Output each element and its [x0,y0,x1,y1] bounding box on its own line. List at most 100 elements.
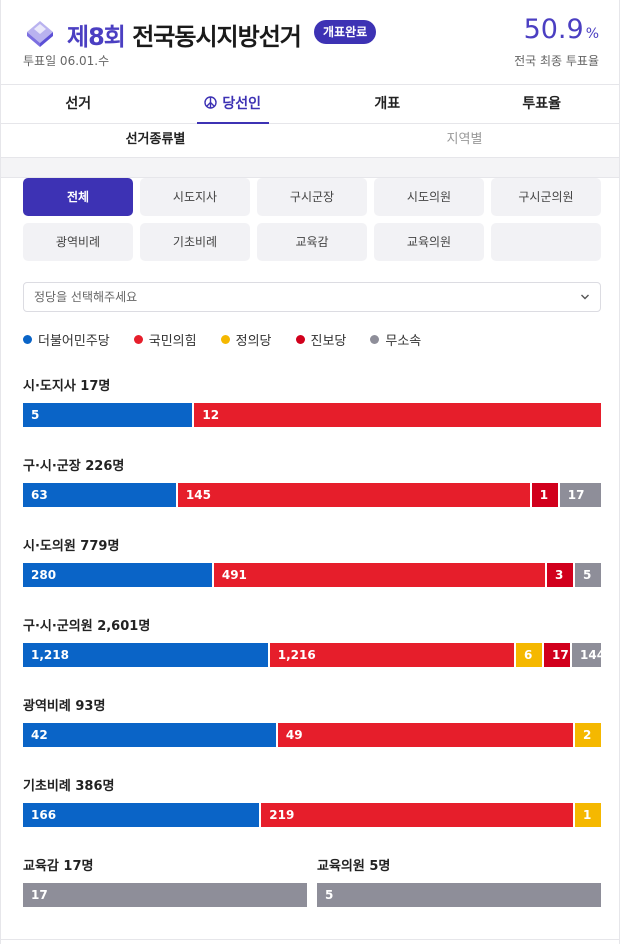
bar-segment[interactable]: 5 [317,883,601,907]
election-type-filters: 전체 시도지사 구시군장 시도의원 구시군의원 광역비례 기초비례 교육감 교육… [23,178,601,261]
tab-turnout[interactable]: 투표율 [465,85,620,123]
bar-segment[interactable]: 1 [574,803,601,827]
bar-segment[interactable]: 491 [213,563,545,587]
result-title: 구·시·군장 226명 [23,459,125,474]
main-tabs: 선거 당선인 개표 투표율 [1,84,619,124]
ballot-logo-icon [27,21,53,47]
bar-segment[interactable]: 219 [261,803,573,827]
bar-segment[interactable]: 1,218 [23,643,268,667]
bar-segment[interactable]: 17 [559,483,601,507]
result-title: 광역비례 93명 [23,699,106,714]
bar-segment[interactable]: 42 [23,723,276,747]
legend-label: 국민의힘 [148,334,197,349]
filter-local-council[interactable]: 구시군의원 [491,178,601,216]
bar-segment[interactable]: 3 [546,563,573,587]
party-select-placeholder: 정당을 선택해주세요 [34,290,138,304]
filter-local-pr[interactable]: 기초비례 [140,223,250,261]
header: 제8회 전국동시지방선거 개표완료 투표일 06.01.수 50.9% 전국 최… [1,0,619,84]
turnout-unit: % [585,26,599,42]
bar-segment[interactable]: 1,216 [269,643,515,667]
result-block-local-council: 구·시·군의원 2,601명 1,218 1,216 6 17 144 [23,618,601,667]
filter-provincial-council[interactable]: 시도의원 [374,178,484,216]
bar-segment[interactable]: 1 [531,483,558,507]
legend-label: 진보당 [310,334,347,349]
subtab-by-type[interactable]: 선거종류별 [125,132,186,147]
bar-segment[interactable]: 6 [516,643,543,667]
bar-segment[interactable]: 63 [23,483,176,507]
peace-icon [204,96,218,109]
tab-label: 선거 [65,96,92,112]
result-bar: 63 145 1 17 [23,483,601,507]
filter-empty-slot [491,223,601,261]
result-bar: 166 219 1 [23,803,601,827]
bar-segment[interactable]: 2 [574,723,601,747]
vote-date: 투표일 06.01.수 [23,54,110,68]
result-block-governor: 시·도지사 17명 5 12 [23,378,601,427]
result-block-provincial-pr: 광역비례 93명 42 49 2 [23,698,601,747]
chevron-down-icon [581,294,589,300]
result-title: 교육감 17명 [23,859,94,874]
election-number: 제8회 [67,23,126,51]
result-block-local-pr: 기초비례 386명 166 219 1 [23,778,601,827]
party-select[interactable]: 정당을 선택해주세요 [23,282,601,312]
subtab-by-region[interactable]: 지역별 [446,132,483,147]
status-badge: 개표완료 [314,20,377,44]
result-bar: 42 49 2 [23,723,601,747]
result-title: 기초비례 386명 [23,779,115,794]
legend-dot-icon [220,335,230,344]
filter-provincial-pr[interactable]: 광역비례 [23,223,133,261]
bar-segment[interactable]: 5 [574,563,601,587]
sub-tabs: 선거종류별 지역별 [1,124,619,158]
turnout-label: 전국 최종 투표율 [514,54,599,68]
bottom-divider [1,939,619,940]
tab-label: 투표율 [522,96,562,112]
tab-election[interactable]: 선거 [1,85,156,123]
tab-label: 개표 [374,96,401,112]
party-legend: 더불어민주당 국민의힘 정의당 진보당 무소속 [23,330,445,349]
legend-label: 무소속 [385,334,422,349]
legend-item: 무소속 [370,330,421,349]
bar-segment[interactable]: 17 [23,883,307,907]
result-bar: 17 [23,883,307,907]
legend-item: 더불어민주당 [23,330,110,349]
turnout-value: 50.9% [524,14,599,45]
tab-count[interactable]: 개표 [310,85,465,123]
filter-all[interactable]: 전체 [23,178,133,216]
legend-item: 정의당 [220,330,272,349]
result-bar: 5 [317,883,601,907]
bar-segment[interactable]: 17 [544,643,571,667]
bar-segment[interactable]: 145 [177,483,530,507]
bar-segment[interactable]: 280 [23,563,212,587]
turnout-number: 50.9 [523,14,584,45]
tab-label: 당선인 [222,96,262,112]
filter-superintendent[interactable]: 교육감 [257,223,367,261]
result-title: 시·도지사 17명 [23,379,111,394]
bar-segment[interactable]: 49 [277,723,573,747]
filter-education-council[interactable]: 교육의원 [374,223,484,261]
result-block-superintendent: 교육감 17명 17 [23,858,307,907]
page-title: 제8회 전국동시지방선거 [67,17,302,52]
bar-segment[interactable]: 166 [23,803,260,827]
legend-dot-icon [295,335,305,344]
result-bar: 1,218 1,216 6 17 144 [23,643,601,667]
bar-segment[interactable]: 5 [23,403,193,427]
result-title: 교육의원 5명 [317,859,391,874]
legend-label: 정의당 [235,334,272,349]
result-block-mayor: 구·시·군장 226명 63 145 1 17 [23,458,601,507]
result-bar: 5 12 [23,403,601,427]
filter-governor[interactable]: 시도지사 [140,178,250,216]
legend-dot-icon [370,335,380,344]
bar-segment[interactable]: 144 [572,643,601,667]
tab-winners[interactable]: 당선인 [156,85,311,124]
result-title: 시·도의원 779명 [23,539,120,554]
bar-segment[interactable]: 12 [194,403,601,427]
result-bar: 280 491 3 5 [23,563,601,587]
legend-item: 진보당 [295,330,347,349]
filter-mayor[interactable]: 구시군장 [257,178,367,216]
legend-item: 국민의힘 [133,330,197,349]
result-title: 구·시·군의원 2,601명 [23,619,151,634]
result-block-provincial-council: 시·도의원 779명 280 491 3 5 [23,538,601,587]
legend-dot-icon [23,335,32,344]
election-name: 전국동시지방선거 [124,23,302,51]
